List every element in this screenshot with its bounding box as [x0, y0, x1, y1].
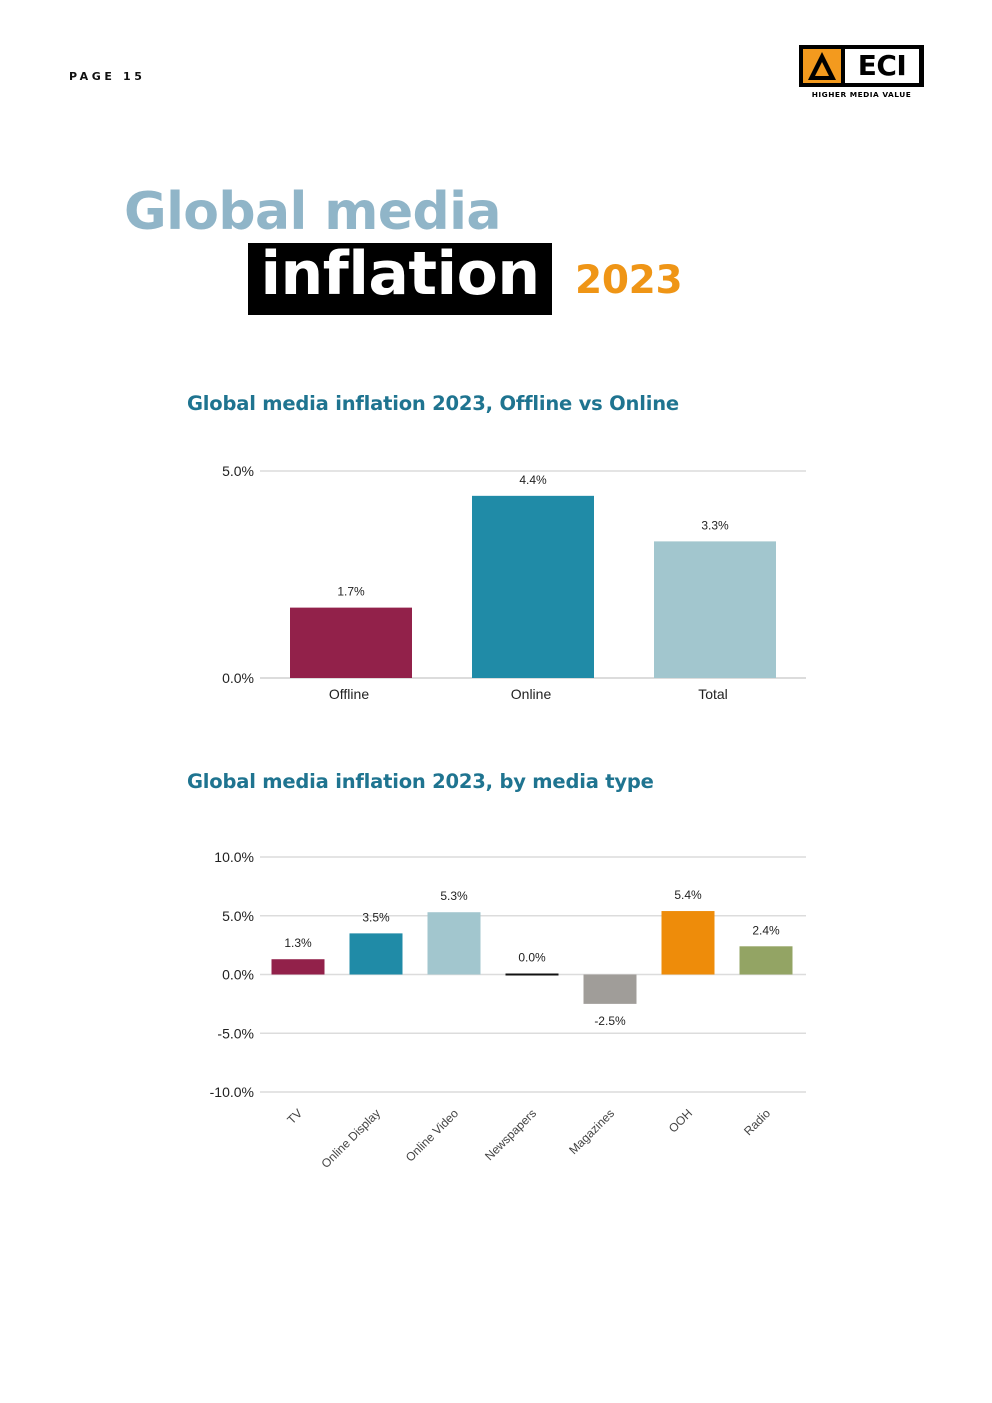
logo-a-icon — [803, 49, 841, 83]
x-tick-label: Radio — [741, 1106, 773, 1138]
eci-logo: ECI HIGHER MEDIA VALUE — [799, 45, 924, 105]
x-tick-label: OOH — [666, 1106, 695, 1135]
bar-offline — [290, 607, 412, 678]
data-label: 3.5% — [362, 910, 390, 924]
data-label: 1.7% — [337, 585, 365, 599]
x-tick-label: Online Display — [319, 1106, 384, 1171]
data-label: 3.3% — [701, 518, 729, 532]
y-tick-label: -5.0% — [217, 1025, 254, 1041]
y-tick-label: 0.0% — [222, 670, 254, 686]
bar-online-video — [427, 912, 481, 975]
chart1-title: Global media inflation 2023, Offline vs … — [187, 392, 679, 415]
page-title-line1: Global media — [124, 182, 501, 242]
bar-online — [472, 495, 594, 678]
x-tick-label: TV — [284, 1106, 305, 1127]
bar-tv — [271, 959, 325, 975]
x-tick-label: Newspapers — [482, 1106, 539, 1163]
bar-radio — [739, 946, 793, 975]
x-tick-label: Magazines — [566, 1106, 617, 1157]
page-title-highlight — [248, 243, 552, 315]
y-tick-label: 10.0% — [214, 849, 254, 865]
x-tick-label: Online — [511, 686, 552, 702]
data-label: 0.0% — [518, 951, 546, 965]
y-tick-label: 5.0% — [222, 463, 254, 479]
bar-magazines — [583, 974, 637, 1004]
data-label: -2.5% — [594, 1014, 626, 1028]
chart2-title: Global media inflation 2023, by media ty… — [187, 770, 654, 793]
data-label: 5.4% — [674, 888, 702, 902]
bar-ooh — [661, 911, 715, 975]
data-label: 4.4% — [519, 473, 547, 487]
data-label: 5.3% — [440, 889, 468, 903]
y-tick-label: 5.0% — [222, 908, 254, 924]
data-label: 2.4% — [752, 923, 780, 937]
chart-offline-online: 0.0% 5.0% 1.7% Offline 4.4% Online 3.3% Total — [222, 463, 806, 702]
chart-media-type: 10.0% 5.0% 0.0% -5.0% -10.0% 1.3% TV 3.5% Online… — [210, 849, 806, 1171]
y-tick-label: -10.0% — [210, 1084, 254, 1100]
page-title-year: 2023 — [575, 258, 683, 303]
bar-total — [654, 541, 776, 678]
logo-tagline: HIGHER MEDIA VALUE — [811, 90, 912, 99]
data-label: 1.3% — [284, 936, 312, 950]
x-tick-label: Total — [698, 686, 728, 702]
page-number: PAGE 15 — [69, 70, 146, 83]
y-tick-label: 0.0% — [222, 967, 254, 983]
bar-online-display — [349, 933, 403, 975]
logo-text: ECI — [857, 49, 907, 82]
x-tick-label: Online Video — [403, 1106, 462, 1165]
page-title-line2: inflation — [260, 239, 540, 309]
logo-text-background — [845, 49, 919, 83]
x-tick-label: Offline — [329, 686, 369, 702]
bar-newspapers — [505, 973, 559, 976]
